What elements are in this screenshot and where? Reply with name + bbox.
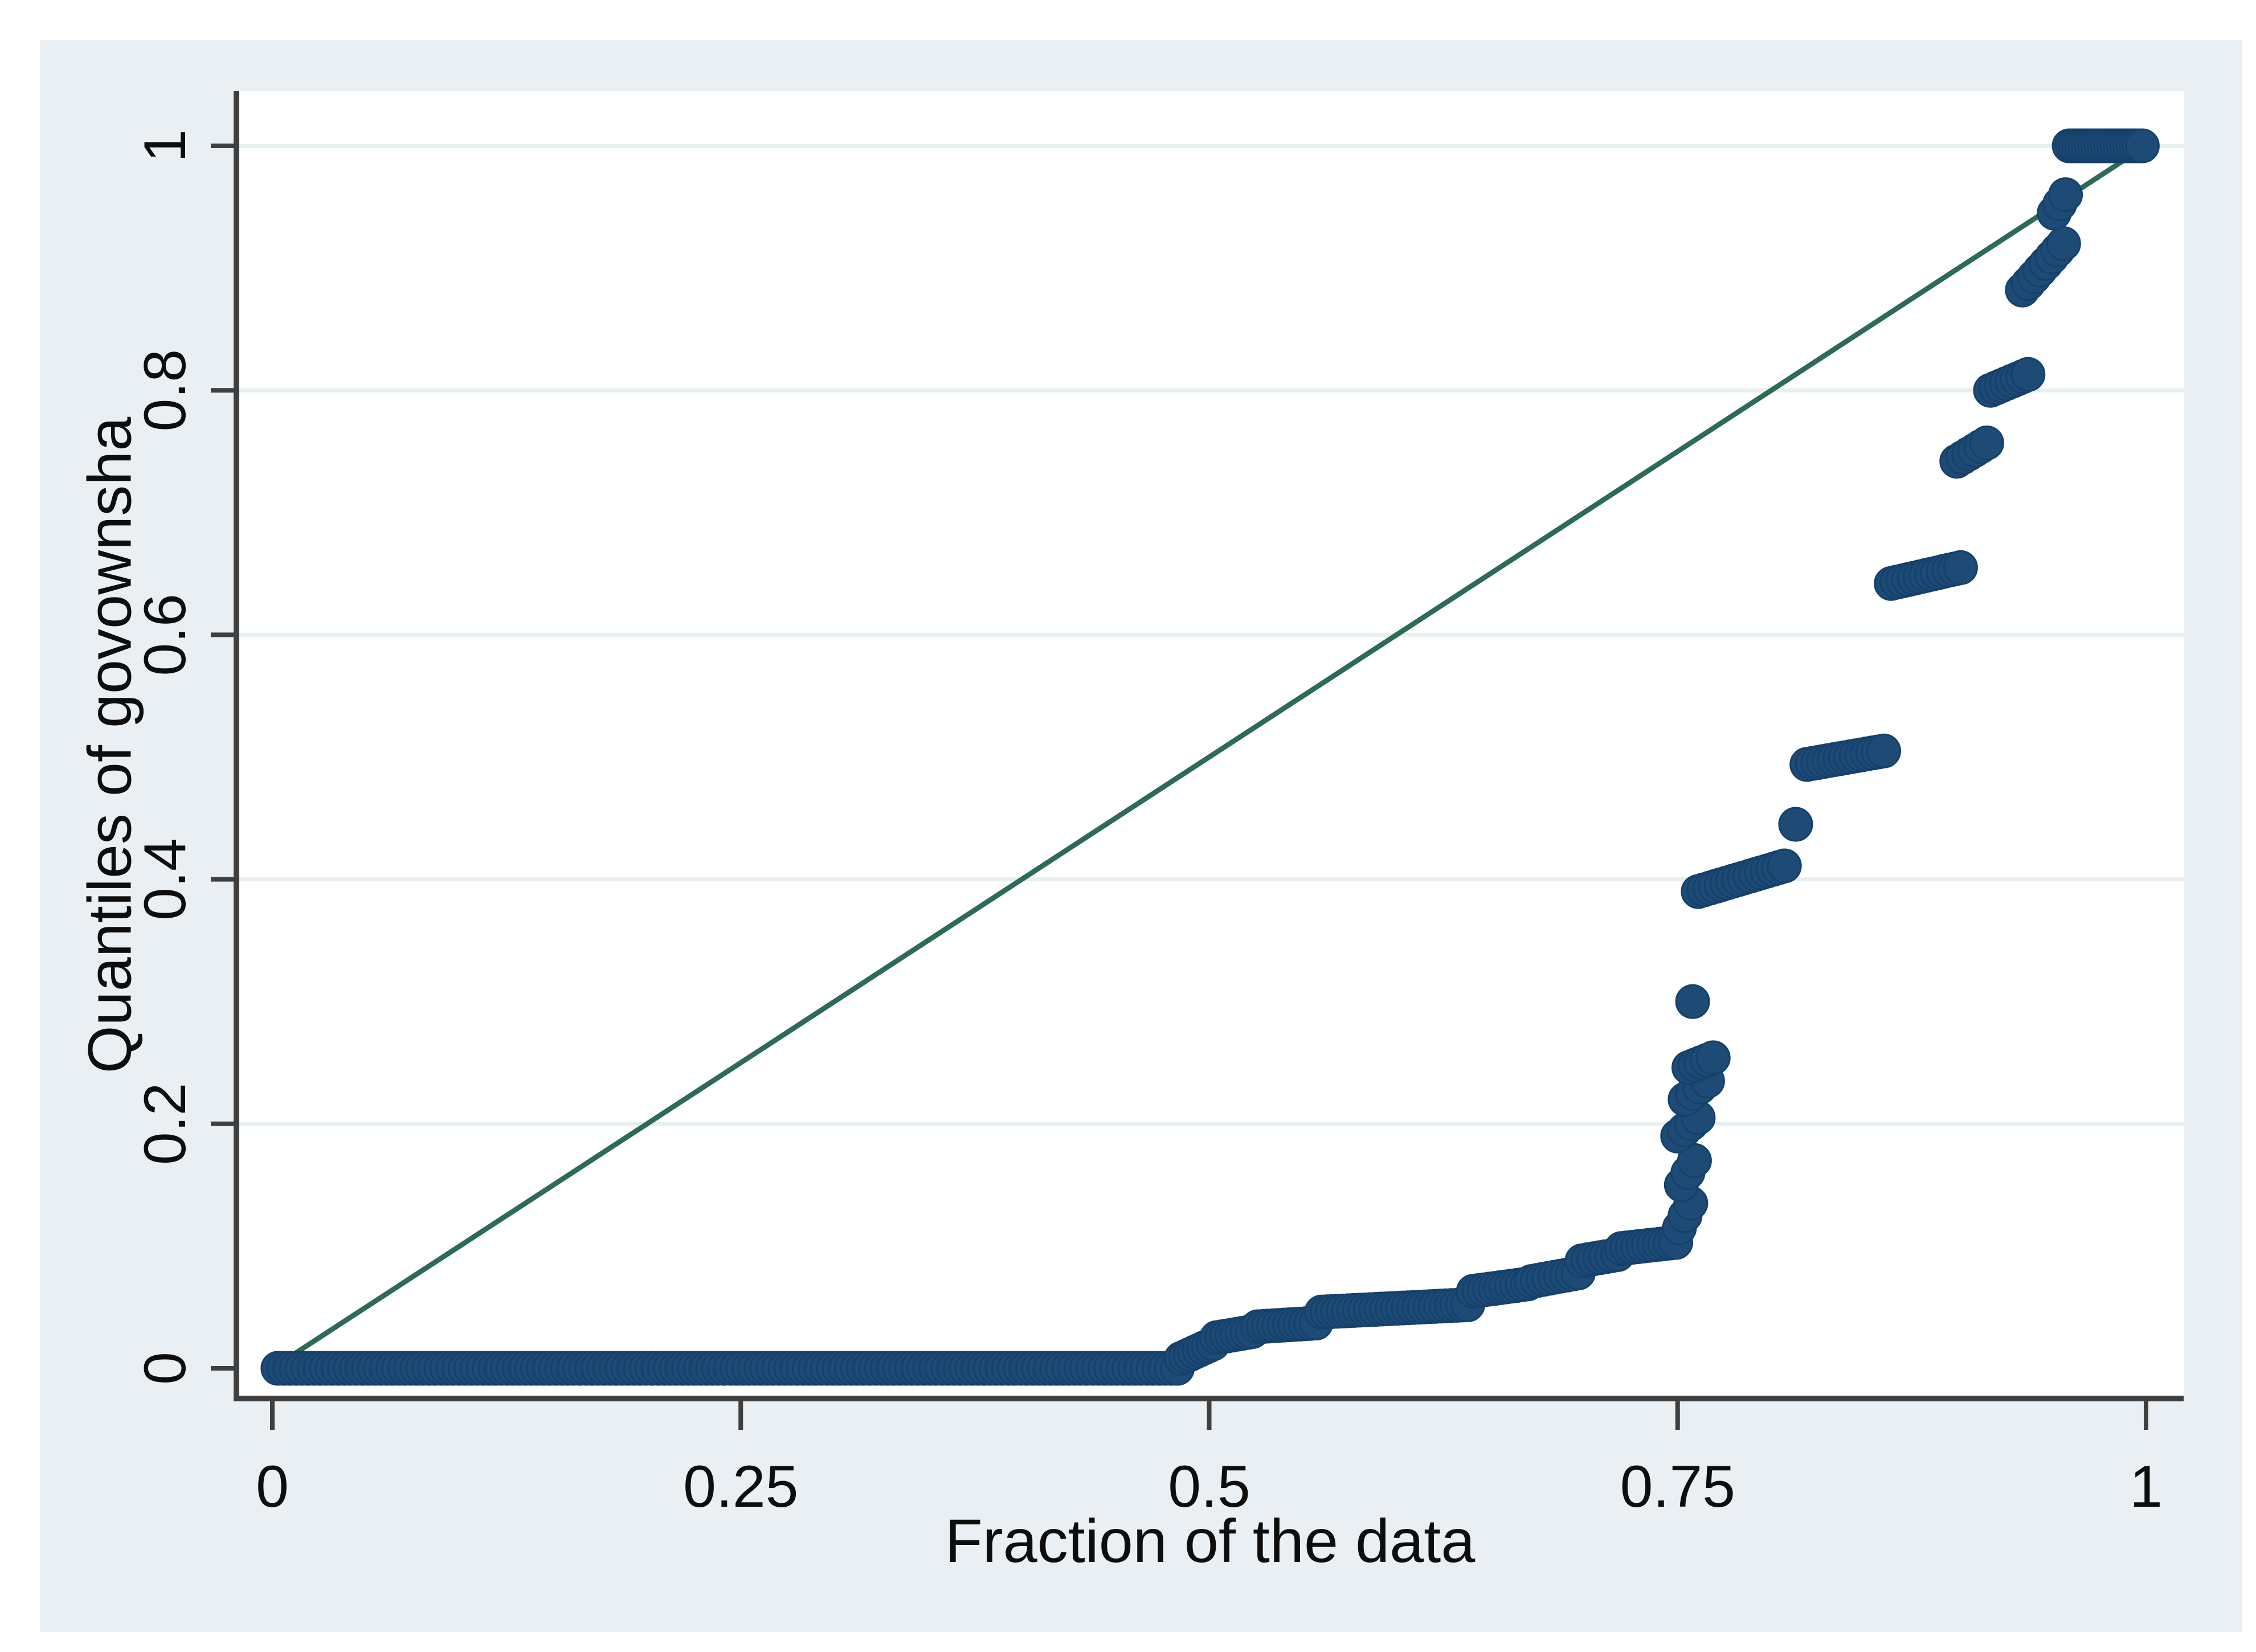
data-point bbox=[1778, 807, 1813, 842]
x-tick-label-0.25: 0.25 bbox=[683, 1454, 798, 1520]
data-point bbox=[2048, 177, 2083, 212]
y-tick-label-0.4: 0.4 bbox=[132, 838, 198, 921]
series-govownsha-quantiles bbox=[260, 128, 2160, 1386]
reference-line bbox=[271, 144, 2148, 1371]
data-point bbox=[1675, 984, 1710, 1019]
data-point bbox=[1695, 1040, 1731, 1076]
data-point bbox=[2124, 128, 2160, 163]
y-tick-label-1: 1 bbox=[132, 129, 198, 162]
x-tick-label-0.75: 0.75 bbox=[1620, 1454, 1735, 1520]
y-tick-label-0.8: 0.8 bbox=[132, 349, 198, 432]
data-point bbox=[1969, 426, 2004, 460]
data-point bbox=[1767, 848, 1802, 884]
y-axis-title: Quantiles of govownsha bbox=[75, 416, 144, 1074]
plot-layer: 0 0.2 0.4 0.6 0.8 1 0 0.25 0.5 0.75 1 bbox=[132, 91, 2184, 1520]
y-tick-label-0.6: 0.6 bbox=[132, 594, 198, 676]
y-tick-label-0.2: 0.2 bbox=[132, 1083, 198, 1166]
x-axis-title: Fraction of the data bbox=[945, 1506, 1476, 1575]
y-tick-label-0: 0 bbox=[132, 1352, 198, 1385]
data-point bbox=[2010, 357, 2046, 392]
x-tick-label-1: 1 bbox=[2130, 1454, 2163, 1520]
data-point bbox=[1866, 733, 1901, 768]
data-point bbox=[1943, 550, 1978, 585]
data-point bbox=[2046, 226, 2081, 261]
x-tick-label-0: 0 bbox=[256, 1454, 289, 1520]
x-tick-label-0.5: 0.5 bbox=[1168, 1454, 1250, 1520]
